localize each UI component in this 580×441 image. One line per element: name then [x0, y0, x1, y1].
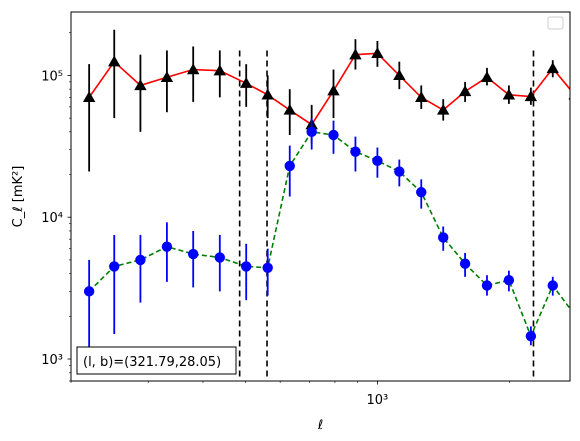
data-point — [161, 241, 173, 252]
y-tick-label: 10³ — [41, 353, 63, 368]
data-point — [547, 280, 558, 291]
data-point — [160, 71, 174, 82]
annotation-box — [76, 346, 237, 375]
y-axis-label: C_ℓ [mK²] — [11, 166, 26, 228]
data-point — [213, 64, 227, 76]
annotation: (l, b)=(321.79,28.05) — [76, 346, 237, 375]
x-axis: 10³ — [70, 381, 510, 408]
data-point — [350, 146, 361, 157]
data-point — [371, 47, 384, 59]
data-point — [284, 160, 295, 172]
data-point — [261, 88, 274, 100]
data-point — [306, 126, 317, 138]
data-point — [187, 248, 199, 260]
data-point — [524, 90, 538, 102]
data-point — [438, 232, 449, 243]
data-point — [83, 286, 95, 297]
data-point — [481, 280, 493, 291]
data-point — [437, 103, 450, 115]
data-point — [415, 91, 428, 103]
x-axis-label: ℓ — [317, 418, 323, 433]
data-point — [372, 155, 383, 166]
data-point — [503, 274, 515, 286]
data-point — [240, 77, 253, 88]
y-tick-label: 10⁴ — [41, 211, 63, 226]
y-axis: 10³ 10⁴ 10⁵ — [41, 32, 71, 382]
data-point — [262, 262, 273, 273]
data-point — [525, 330, 537, 342]
data-point — [393, 69, 406, 81]
data-point — [328, 129, 339, 141]
annotation-text: (l, b)=(321.79,28.05) — [83, 355, 221, 370]
data-point — [108, 55, 121, 67]
data-point — [186, 63, 200, 75]
plot-content — [82, 29, 570, 381]
data-point — [349, 48, 362, 60]
data-point — [82, 91, 96, 103]
data-point — [480, 71, 494, 82]
data-point — [241, 261, 252, 272]
y-tick-label: 10⁵ — [41, 69, 63, 84]
data-point — [134, 79, 147, 91]
legend-box — [547, 16, 564, 30]
data-point — [416, 187, 427, 198]
data-point — [109, 261, 120, 272]
data-point — [327, 84, 340, 96]
axes-frame — [70, 11, 571, 382]
data-point — [459, 258, 471, 269]
data-point — [458, 85, 472, 97]
plot-area: 10³ 10³ 10⁴ 10⁵ — [41, 29, 570, 408]
data-point — [546, 62, 559, 74]
data-point — [502, 88, 516, 100]
data-point — [135, 254, 146, 266]
data-point — [283, 103, 296, 115]
data-point — [394, 166, 405, 177]
data-point — [214, 252, 226, 263]
x-tick-label: 10³ — [367, 393, 389, 408]
